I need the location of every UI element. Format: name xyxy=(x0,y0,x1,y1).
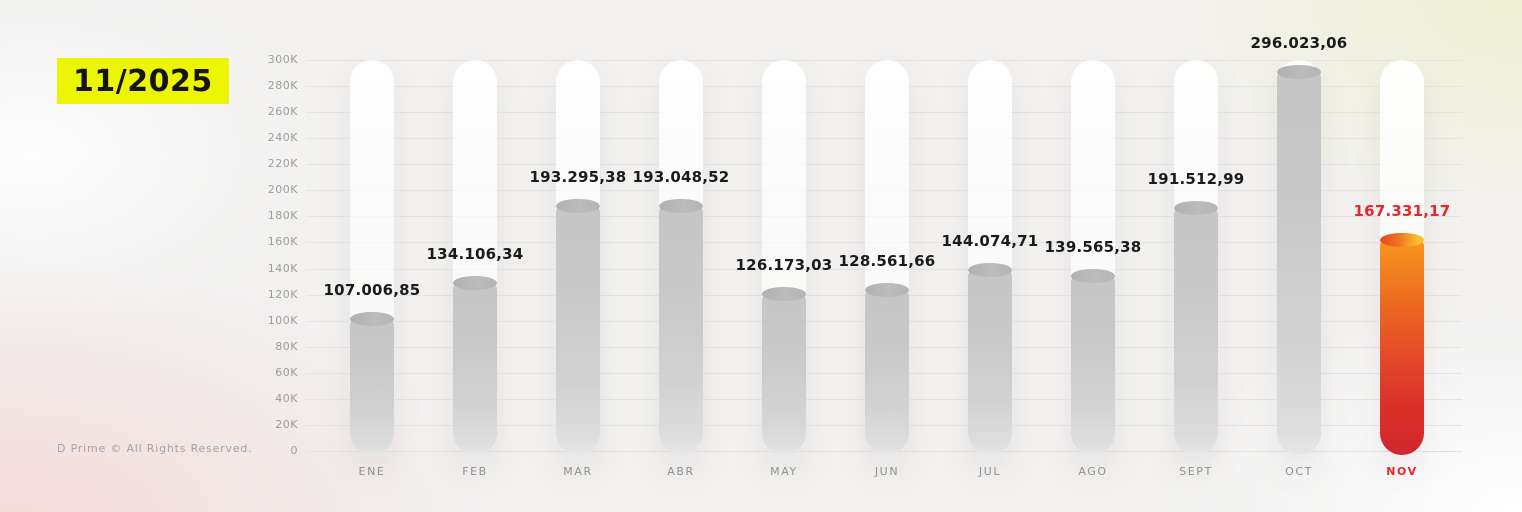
bar-fill xyxy=(1277,65,1321,455)
x-axis-month-label: JUL xyxy=(978,465,1002,478)
x-axis-month-label: JUN xyxy=(874,465,900,478)
y-axis-tick-label: 120K xyxy=(267,287,298,301)
bar-value-label: 128.561,66 xyxy=(838,252,936,271)
bar-fill xyxy=(762,286,806,455)
bar-value-label: 144.074,71 xyxy=(941,232,1039,251)
bar-value-label: 107.006,85 xyxy=(323,280,421,299)
bar-fill xyxy=(1071,269,1115,455)
bar-value-label: 191.512,99 xyxy=(1147,170,1245,189)
x-axis-month-label: MAY xyxy=(770,465,798,478)
y-axis-tick-label: 140K xyxy=(267,261,298,275)
x-axis-month-label: NOV xyxy=(1386,465,1418,478)
y-axis-tick-label: 40K xyxy=(275,391,298,405)
y-axis-tick-label: 100K xyxy=(267,313,298,327)
y-axis-tick-label: 20K xyxy=(275,417,298,431)
bar-value-label: 193.295,38 xyxy=(529,168,627,187)
y-axis-tick-label: 280K xyxy=(267,79,298,93)
bar-value-label: 126.173,03 xyxy=(735,255,833,274)
period-badge: 11/2025 xyxy=(57,58,229,104)
x-axis-month-label: AGO xyxy=(1078,465,1108,478)
y-axis-tick-label: 80K xyxy=(275,339,298,353)
x-axis-month-label: ENE xyxy=(358,465,386,478)
y-axis-tick-label: 300K xyxy=(267,53,298,66)
x-axis-month-label: MAR xyxy=(563,465,593,478)
x-axis-month-label: SEPT xyxy=(1179,465,1213,478)
bar-fill xyxy=(659,199,703,455)
y-axis-tick-label: 200K xyxy=(267,183,298,197)
y-axis-tick-label: 0 xyxy=(290,444,298,457)
y-axis-tick-label: 240K xyxy=(267,131,298,145)
y-axis-tick-label: 160K xyxy=(267,235,298,249)
y-axis-tick-label: 180K xyxy=(267,209,298,223)
y-axis-tick-label: 220K xyxy=(267,157,298,171)
bar-value-label: 139.565,38 xyxy=(1044,238,1142,257)
bar-value-label: 193.048,52 xyxy=(632,168,730,187)
x-axis-month-label: OCT xyxy=(1285,465,1313,478)
y-axis-tick-label: 60K xyxy=(275,365,298,379)
copyright-text: D Prime © All Rights Reserved. xyxy=(57,442,253,455)
bar-value-label: 296.023,06 xyxy=(1250,34,1348,53)
bar-fill-highlighted xyxy=(1380,232,1424,455)
bar-fill xyxy=(453,276,497,455)
x-axis-month-label: FEB xyxy=(462,465,488,478)
x-axis-month-label: ABR xyxy=(667,465,695,478)
bar-fill xyxy=(968,263,1012,455)
y-axis-tick-label: 260K xyxy=(267,105,298,119)
bar-fill xyxy=(1174,201,1218,455)
bar-value-label: 167.331,17 xyxy=(1353,201,1451,220)
bar-fill xyxy=(350,311,394,455)
bar-fill xyxy=(865,283,909,455)
bar-value-label: 134.106,34 xyxy=(426,245,524,264)
bar-fill xyxy=(556,199,600,455)
